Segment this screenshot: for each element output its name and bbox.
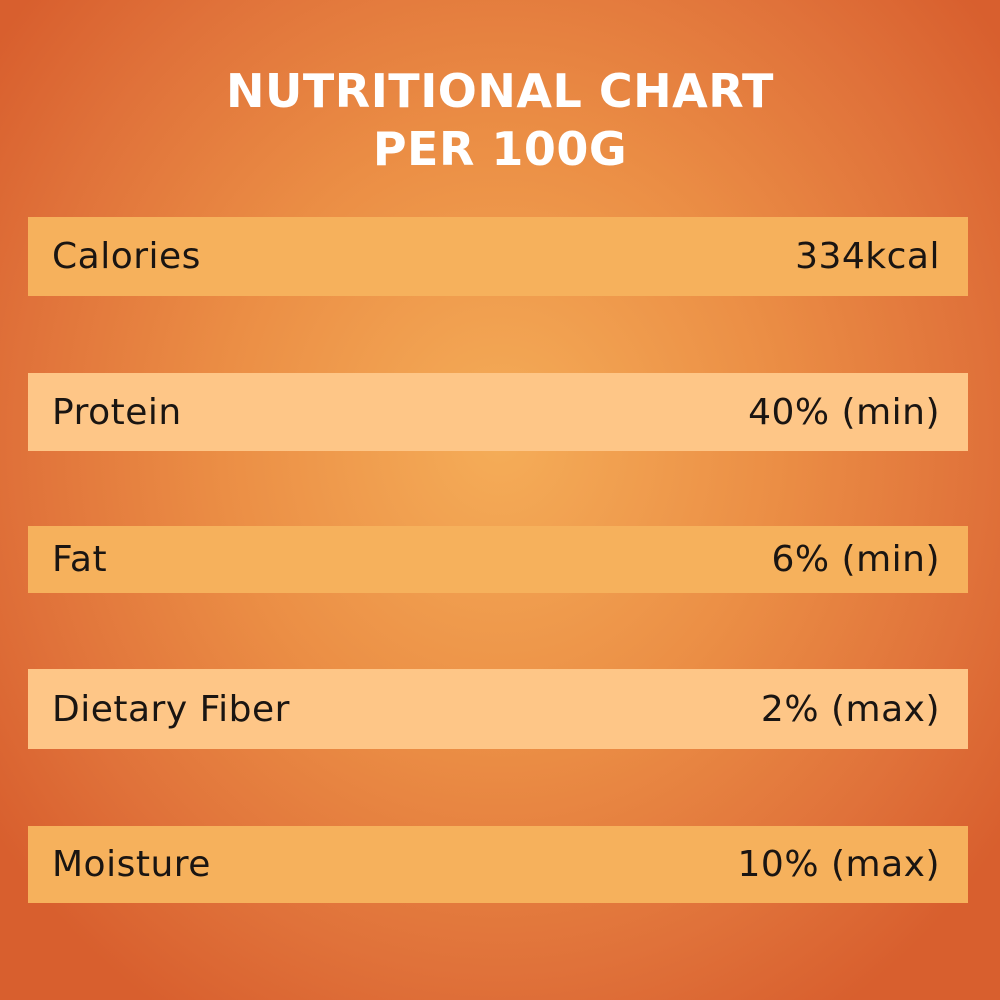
chart-title-line-2: PER 100G (372, 122, 628, 176)
nutrition-row-dietary-fiber: Dietary Fiber 2% (max) (28, 669, 968, 749)
nutrient-label: Fat (52, 539, 108, 580)
nutrient-value: 2% (max) (760, 688, 940, 730)
nutrient-label: Dietary Fiber (52, 688, 290, 730)
nutrient-label: Calories (52, 236, 201, 277)
nutrition-row-protein: Protein 40% (min) (28, 373, 968, 451)
nutrition-row-fat: Fat 6% (min) (28, 526, 968, 593)
nutrition-row-moisture: Moisture 10% (max) (28, 826, 968, 903)
nutrition-row-calories: Calories 334kcal (28, 217, 968, 296)
nutrient-label: Protein (52, 391, 182, 433)
chart-title: NUTRITIONAL CHART PER 100G (0, 62, 1000, 178)
chart-title-line-1: NUTRITIONAL CHART (226, 64, 774, 118)
nutrient-value: 40% (min) (748, 391, 940, 433)
nutrient-value: 10% (max) (737, 844, 940, 885)
nutrient-value: 334kcal (795, 236, 940, 277)
nutrient-value: 6% (min) (771, 539, 940, 580)
nutrient-label: Moisture (52, 844, 211, 885)
